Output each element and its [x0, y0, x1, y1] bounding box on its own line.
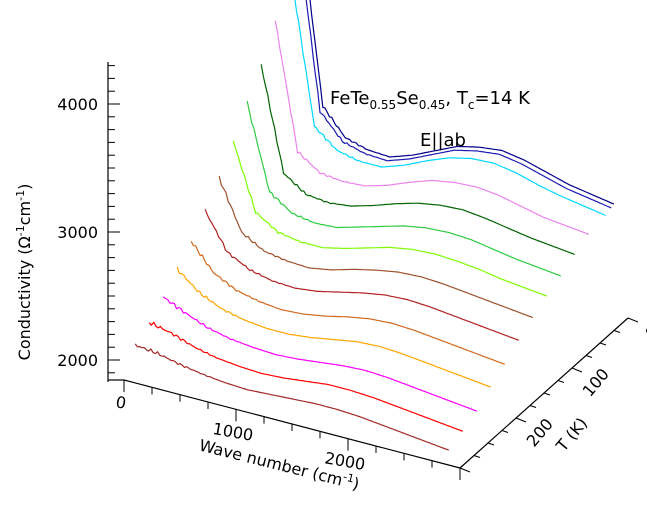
spectrum-curve-275K — [148, 321, 464, 432]
z-tick — [585, 355, 593, 358]
z-tick — [501, 430, 509, 433]
y-axis-title: Conductivity (Ω-1cm-1) — [14, 184, 34, 361]
polarization-annotation: E||ab — [420, 130, 466, 151]
z-tick — [571, 367, 583, 373]
x-tick-label: 0 — [114, 392, 127, 412]
z-tick — [613, 330, 621, 333]
y-tick-label: 2000 — [57, 351, 98, 370]
z-tick — [599, 342, 607, 346]
axes — [107, 62, 629, 469]
spectrum-curve-5K — [309, 0, 615, 205]
z-tick — [487, 442, 495, 446]
z-tick-label: 100 — [579, 365, 613, 401]
spectrum-curve-10K — [305, 0, 612, 209]
z-axis-title: T (K) — [552, 414, 592, 456]
spectrum-curve-175K — [204, 208, 520, 341]
spectrum-curve-250K — [162, 296, 478, 412]
spectrum-curve-125K — [232, 140, 548, 297]
z-tick-label: 0 — [641, 322, 647, 342]
spectrum-curve-75K — [260, 64, 576, 256]
chart-title-annotation: FeTe0.55Se0.45, Tc=14 K — [330, 88, 531, 112]
spectrum-curve-225K — [176, 266, 492, 388]
z-tick — [473, 455, 481, 458]
spectrum-curve-20K — [294, 0, 606, 217]
z-tick — [627, 317, 639, 323]
tick-marks — [108, 65, 639, 480]
z-tick — [543, 392, 551, 396]
z-tick-label: 200 — [523, 415, 557, 451]
spectrum-curve-200K — [190, 241, 506, 365]
z-tick — [557, 380, 565, 383]
z-tick — [459, 467, 471, 473]
spectrum-curve-300K — [134, 343, 450, 451]
spectra-curves — [134, 0, 615, 451]
y-tick-label: 4000 — [57, 95, 98, 114]
spectrum-curve-100K — [246, 100, 562, 277]
spectrum-curve-150K — [218, 175, 534, 319]
spectrum-curve-50K — [274, 20, 590, 235]
y-tick-label: 3000 — [57, 223, 98, 242]
z-tick — [515, 417, 527, 423]
z-tick — [529, 405, 537, 408]
